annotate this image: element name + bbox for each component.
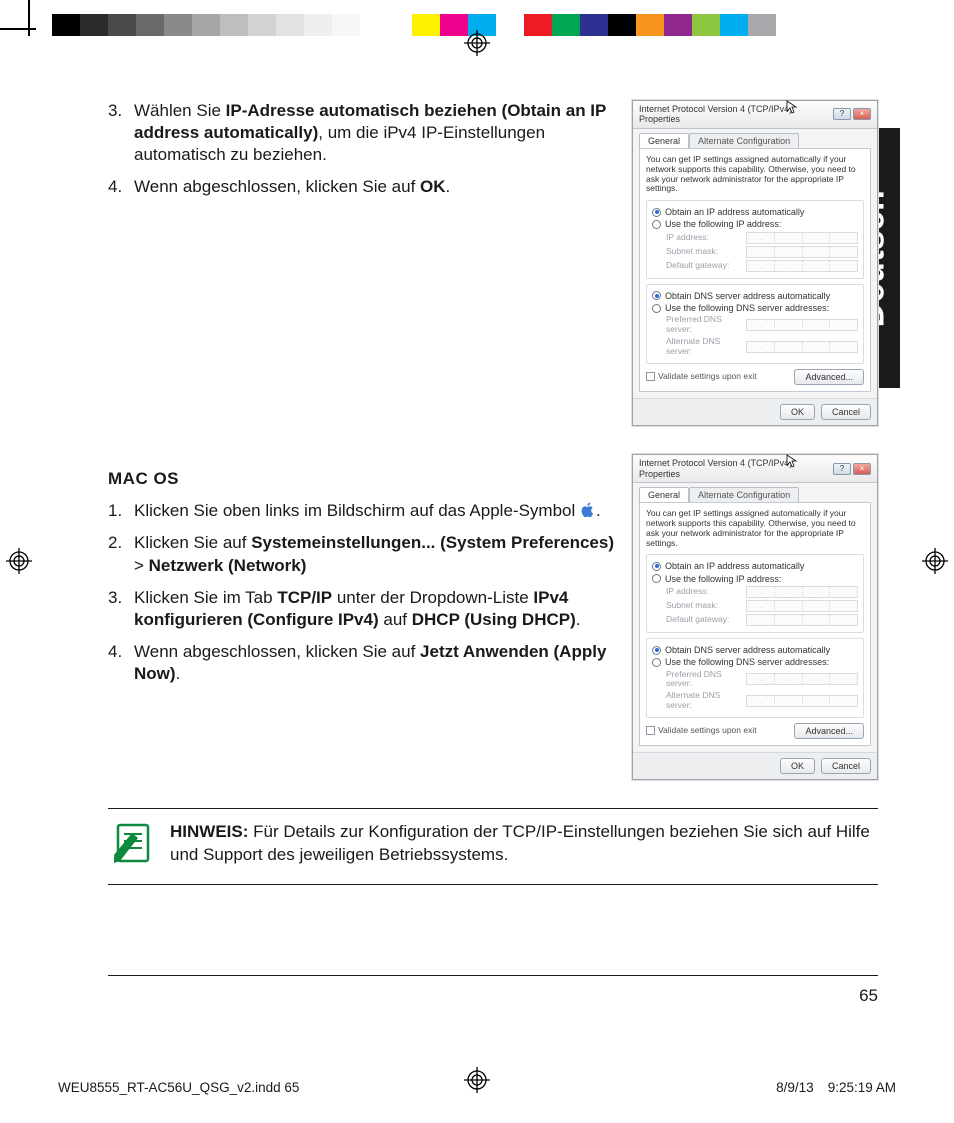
page-rule	[108, 975, 878, 976]
registration-mark-icon	[464, 30, 490, 56]
radio-auto-dns[interactable]: Obtain DNS server address automatically	[652, 291, 858, 301]
dialog-footer: OK Cancel	[633, 752, 877, 779]
page-body: Deutsch 3.Wählen Sie IP-Adresse automati…	[108, 100, 878, 1060]
dialog-title: Internet Protocol Version 4 (TCP/IPv4) P…	[639, 104, 833, 125]
note-label: HINWEIS:	[170, 822, 248, 841]
tcpip-dialog: Internet Protocol Version 4 (TCP/IPv4) P…	[632, 454, 878, 780]
slug-time: 9:25:19 AM	[828, 1080, 896, 1095]
dialog-panel: You can get IP settings assigned automat…	[639, 502, 871, 746]
cancel-button[interactable]: Cancel	[821, 758, 871, 774]
dialog-footer: OK Cancel	[633, 398, 877, 425]
radio-manual-dns[interactable]: Use the following DNS server addresses:	[652, 303, 858, 313]
page-number: 65	[859, 986, 878, 1006]
note-icon	[112, 821, 156, 870]
list-item: 3.Klicken Sie im Tab TCP/IP unter der Dr…	[108, 587, 614, 631]
cancel-button[interactable]: Cancel	[821, 404, 871, 420]
validate-checkbox[interactable]: Validate settings upon exit	[646, 726, 757, 736]
alternate-dns-input[interactable]: ...	[746, 341, 858, 353]
validate-checkbox[interactable]: Validate settings upon exit	[646, 372, 757, 382]
radio-manual-ip[interactable]: Use the following IP address:	[652, 219, 858, 229]
radio-manual-ip[interactable]: Use the following IP address:	[652, 574, 858, 584]
dialog-description: You can get IP settings assigned automat…	[646, 155, 864, 194]
ip-address-input[interactable]: ...	[746, 586, 858, 598]
dialog-titlebar: Internet Protocol Version 4 (TCP/IPv4) P…	[633, 101, 877, 129]
ip-address-field: IP address:...	[666, 586, 858, 598]
ip-address-input[interactable]: ...	[746, 232, 858, 244]
section-macos-text: MAC OS 1.Klicken Sie oben links im Bilds…	[108, 454, 614, 695]
tab-general[interactable]: General	[639, 133, 689, 148]
dialog-tabs: GeneralAlternate Configuration	[633, 129, 877, 148]
default-gateway-field: Default gateway:...	[666, 614, 858, 626]
preferred-dns-input[interactable]: ...	[746, 319, 858, 331]
close-button[interactable]: ×	[853, 108, 871, 120]
section-macos: MAC OS 1.Klicken Sie oben links im Bilds…	[108, 454, 878, 780]
crop-mark-h	[0, 28, 36, 30]
preferred-dns-input[interactable]: ...	[746, 673, 858, 685]
list-item: 1.Klicken Sie oben links im Bildschirm a…	[108, 500, 614, 522]
list-item: 2.Klicken Sie auf Systemeinstellungen...…	[108, 532, 614, 576]
list-item: 4.Wenn abgeschlossen, klicken Sie auf OK…	[108, 176, 614, 198]
ok-button[interactable]: OK	[780, 758, 815, 774]
tab-alternate[interactable]: Alternate Configuration	[689, 487, 799, 502]
subnet-mask-field: Subnet mask:...	[666, 246, 858, 258]
dialog-titlebar: Internet Protocol Version 4 (TCP/IPv4) P…	[633, 455, 877, 483]
radio-auto-ip[interactable]: Obtain an IP address automatically	[652, 207, 858, 217]
registration-bars	[52, 14, 776, 36]
advanced-button[interactable]: Advanced...	[794, 723, 864, 739]
dialog-description: You can get IP settings assigned automat…	[646, 509, 864, 548]
slug-file: WEU8555_RT-AC56U_QSG_v2.indd 65	[58, 1080, 299, 1095]
subnet-mask-input[interactable]: ...	[746, 246, 858, 258]
apple-icon	[580, 502, 596, 518]
help-button[interactable]: ?	[833, 108, 851, 120]
preferred-dns-field: Preferred DNS server:...	[666, 315, 858, 335]
default-gateway-input[interactable]: ...	[746, 614, 858, 626]
print-slug: WEU8555_RT-AC56U_QSG_v2.indd 65 8/9/13 9…	[58, 1080, 896, 1095]
radio-manual-dns[interactable]: Use the following DNS server addresses:	[652, 657, 858, 667]
dialog-panel: You can get IP settings assigned automat…	[639, 148, 871, 392]
note-text: HINWEIS: Für Details zur Konfiguration d…	[170, 821, 874, 870]
dialog-tabs: GeneralAlternate Configuration	[633, 483, 877, 502]
alternate-dns-field: Alternate DNS server:...	[666, 691, 858, 711]
list-item: 3.Wählen Sie IP-Adresse automatisch bezi…	[108, 100, 614, 166]
section-windows: 3.Wählen Sie IP-Adresse automatisch bezi…	[108, 100, 878, 426]
radio-auto-dns[interactable]: Obtain DNS server address automatically	[652, 645, 858, 655]
subnet-mask-field: Subnet mask:...	[666, 600, 858, 612]
close-button[interactable]: ×	[853, 463, 871, 475]
registration-mark-icon	[6, 548, 32, 574]
dialog-title: Internet Protocol Version 4 (TCP/IPv4) P…	[639, 458, 833, 479]
ok-button[interactable]: OK	[780, 404, 815, 420]
alternate-dns-input[interactable]: ...	[746, 695, 858, 707]
slug-date: 8/9/13	[776, 1080, 814, 1095]
ip-address-field: IP address:...	[666, 232, 858, 244]
tcpip-dialog: Internet Protocol Version 4 (TCP/IPv4) P…	[632, 100, 878, 426]
note-body: Für Details zur Konfiguration der TCP/IP…	[170, 822, 870, 864]
section-windows-text: 3.Wählen Sie IP-Adresse automatisch bezi…	[108, 100, 614, 426]
alternate-dns-field: Alternate DNS server:...	[666, 337, 858, 357]
registration-mark-icon	[922, 548, 948, 574]
advanced-button[interactable]: Advanced...	[794, 369, 864, 385]
macos-heading: MAC OS	[108, 468, 614, 490]
radio-auto-ip[interactable]: Obtain an IP address automatically	[652, 561, 858, 571]
tab-alternate[interactable]: Alternate Configuration	[689, 133, 799, 148]
help-button[interactable]: ?	[833, 463, 851, 475]
crop-mark-v	[28, 0, 30, 36]
default-gateway-field: Default gateway:...	[666, 260, 858, 272]
subnet-mask-input[interactable]: ...	[746, 600, 858, 612]
preferred-dns-field: Preferred DNS server:...	[666, 670, 858, 690]
note-box: HINWEIS: Für Details zur Konfiguration d…	[108, 808, 878, 885]
list-item: 4.Wenn abgeschlossen, klicken Sie auf Je…	[108, 641, 614, 685]
default-gateway-input[interactable]: ...	[746, 260, 858, 272]
tab-general[interactable]: General	[639, 487, 689, 502]
